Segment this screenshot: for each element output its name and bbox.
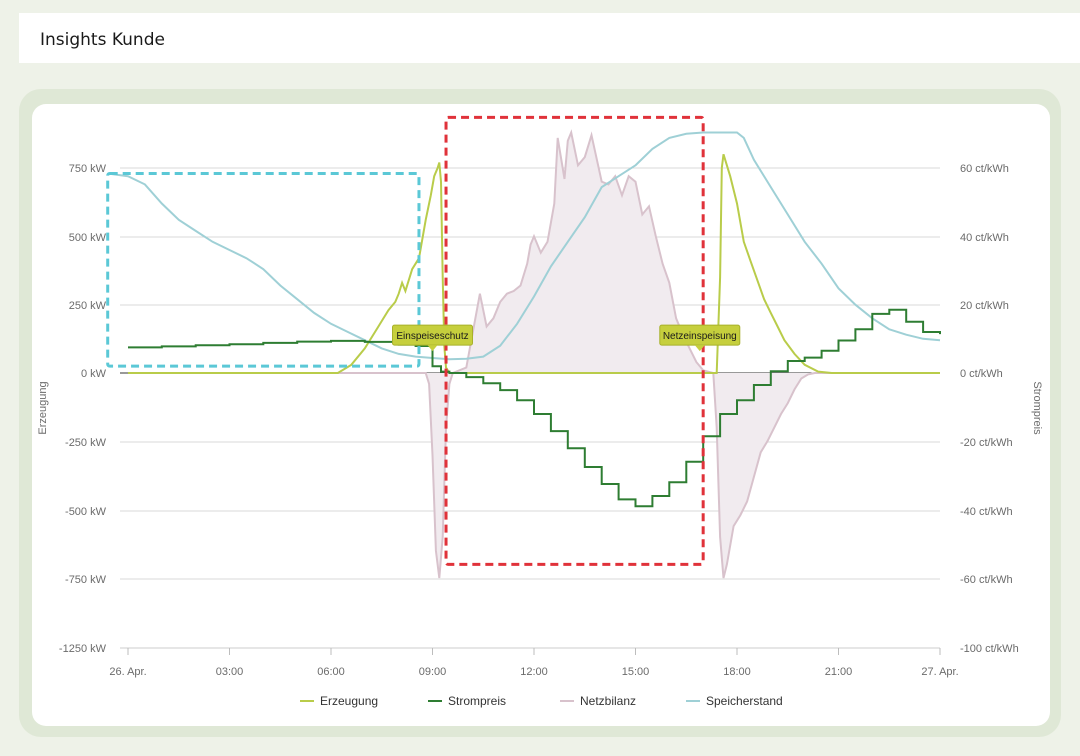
x-tick-label: 18:00 bbox=[723, 666, 751, 678]
legend-label: Strompreis bbox=[448, 694, 506, 708]
y-right-axis-title: Strompreis bbox=[1031, 381, 1043, 435]
legend: Erzeugung Strompreis Netzbilanz Speichersta… bbox=[300, 694, 783, 708]
x-tick-label: 15:00 bbox=[622, 666, 650, 678]
strompreis-line bbox=[128, 308, 941, 508]
grid-lines bbox=[120, 167, 940, 649]
y-left-tick-label: -750 kW bbox=[65, 574, 107, 586]
y-left-tick-label: 750 kW bbox=[69, 163, 107, 175]
y-left-tick-label: -500 kW bbox=[65, 506, 107, 518]
annotation-badge: Einspeiseschutz bbox=[392, 324, 473, 352]
annotation-label: Netzeinspeisung bbox=[663, 331, 737, 342]
x-tick-label: 03:00 bbox=[216, 666, 244, 678]
annotation-pointer bbox=[427, 345, 438, 352]
y-right-tick-label: 0 ct/kWh bbox=[960, 368, 1003, 380]
highlight-box bbox=[106, 171, 421, 368]
series-layer bbox=[107, 129, 941, 579]
x-tick-label: 09:00 bbox=[419, 666, 447, 678]
x-tick-label: 12:00 bbox=[520, 666, 548, 678]
legend-item-speicherstand[interactable]: Speicherstand bbox=[686, 694, 783, 708]
y-right-tick-label: -60 ct/kWh bbox=[960, 574, 1013, 586]
y-left-tick-label: 500 kW bbox=[69, 232, 107, 244]
netzbilanz-area bbox=[128, 132, 940, 578]
page-title: Insights Kunde bbox=[40, 30, 165, 50]
highlight-boxes bbox=[106, 115, 705, 566]
y-right-ticks: 60 ct/kWh 40 ct/kWh 20 ct/kWh 0 ct/kWh -20 c… bbox=[960, 163, 1019, 655]
y-left-axis-title: Erzeugung bbox=[37, 381, 49, 434]
legend-item-strompreis[interactable]: Strompreis bbox=[428, 694, 506, 708]
y-left-tick-label: 250 kW bbox=[69, 300, 107, 312]
page-header: Insights Kunde bbox=[19, 13, 1080, 63]
annotation-badge: Netzeinspeisung bbox=[659, 324, 741, 352]
x-tick-label: 06:00 bbox=[317, 666, 345, 678]
x-tick-label: 21:00 bbox=[825, 666, 853, 678]
y-right-tick-label: 40 ct/kWh bbox=[960, 232, 1009, 244]
y-left-tick-label: 0 kW bbox=[81, 368, 107, 380]
y-left-tick-label: -250 kW bbox=[65, 437, 107, 449]
y-right-tick-label: 60 ct/kWh bbox=[960, 163, 1009, 175]
speicherstand-line bbox=[107, 131, 941, 361]
legend-label: Speicherstand bbox=[706, 694, 783, 708]
y-right-tick-label: 20 ct/kWh bbox=[960, 300, 1009, 312]
y-right-tick-label: -100 ct/kWh bbox=[960, 643, 1019, 655]
y-right-tick-label: -20 ct/kWh bbox=[960, 437, 1013, 449]
legend-item-erzeugung[interactable]: Erzeugung bbox=[300, 694, 378, 708]
legend-label: Netzbilanz bbox=[580, 694, 636, 708]
legend-item-netzbilanz[interactable]: Netzbilanz bbox=[560, 694, 636, 708]
x-axis: 26. Apr. 03:00 06:00 09:00 12:00 15:00 18:00 21… bbox=[109, 647, 959, 678]
legend-label: Erzeugung bbox=[320, 694, 378, 708]
y-right-tick-label: -40 ct/kWh bbox=[960, 506, 1013, 518]
y-left-tick-label: -1250 kW bbox=[59, 643, 107, 655]
annotation-pointer bbox=[694, 345, 705, 352]
annotation-label: Einspeiseschutz bbox=[396, 331, 468, 342]
x-tick-label: 26. Apr. bbox=[109, 666, 146, 678]
x-tick-label: 27. Apr. bbox=[921, 666, 958, 678]
y-left-ticks: 750 kW 500 kW 250 kW 0 kW -250 kW -500 kW -750… bbox=[59, 163, 107, 655]
annotations: Einspeiseschutz Netzeinspeisung bbox=[392, 324, 741, 352]
